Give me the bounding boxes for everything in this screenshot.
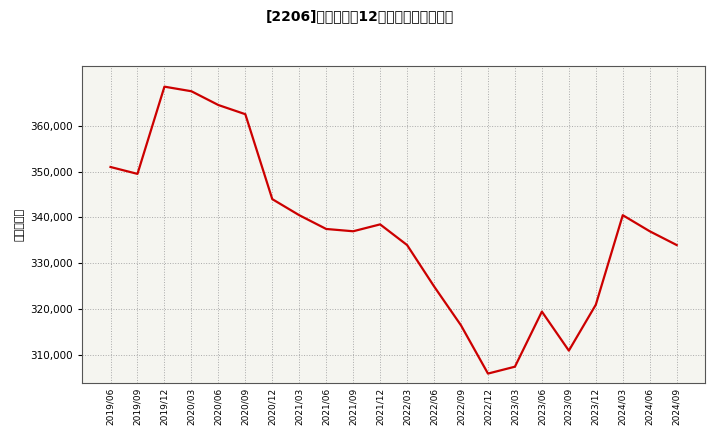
Text: [2206]　売上高の12か月移動合計の推移: [2206] 売上高の12か月移動合計の推移 xyxy=(266,9,454,23)
Y-axis label: （百万円）: （百万円） xyxy=(15,208,25,241)
